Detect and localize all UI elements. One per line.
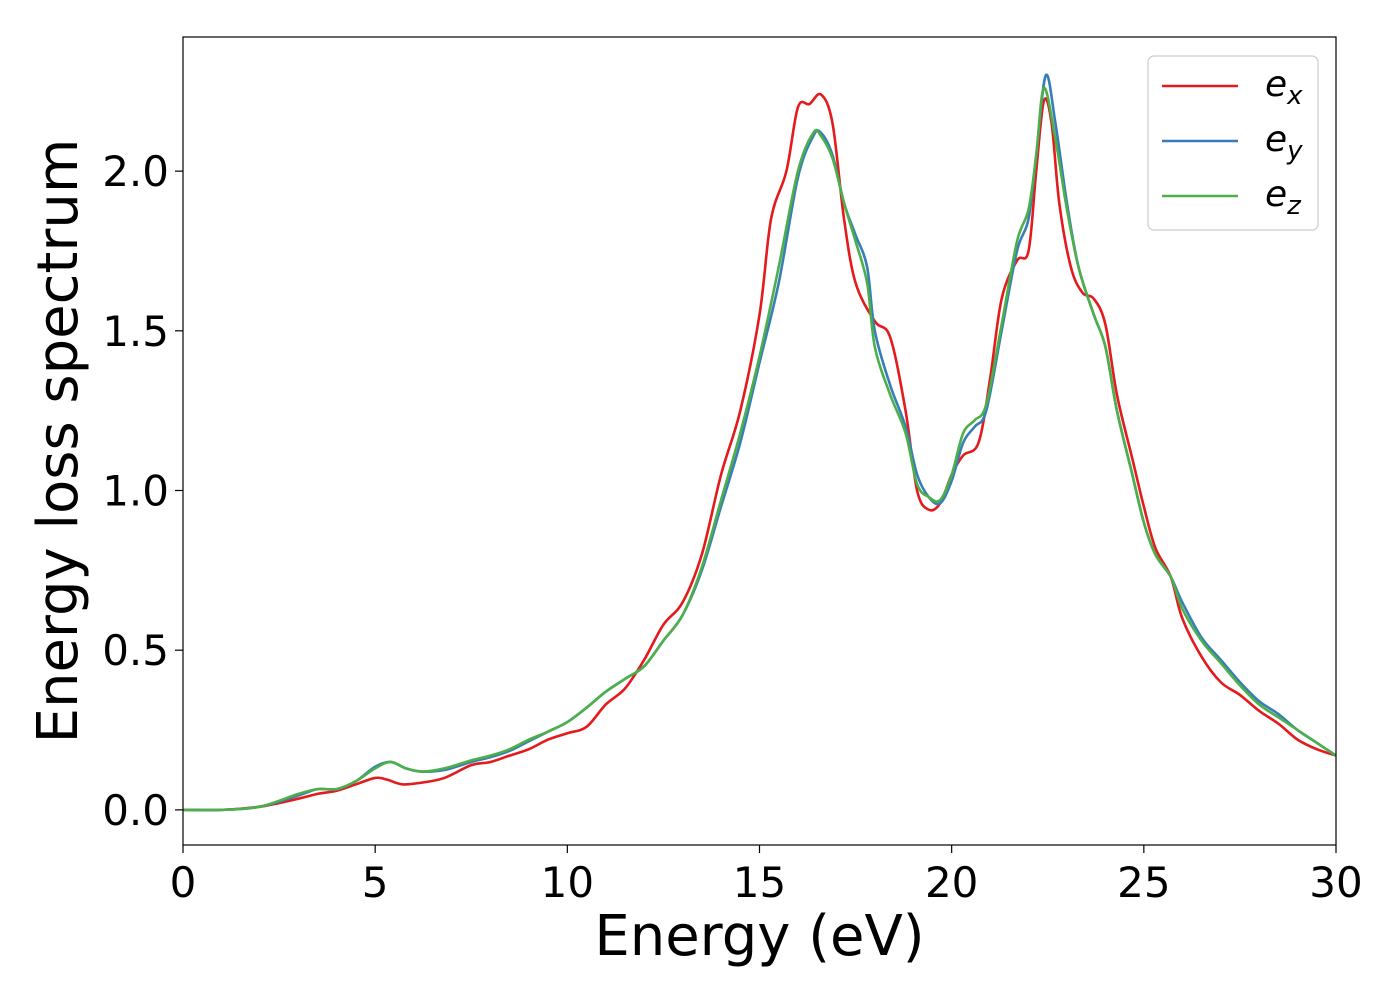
x-tick-label: 10 [541,858,594,907]
y-tick-label: 0.0 [102,786,169,835]
series-line-ex [183,92,1336,812]
legend-box [1147,55,1319,231]
y-tick-label: 0.5 [102,626,169,675]
x-tick-label: 30 [1309,858,1362,907]
series-line-ez [183,86,1336,812]
legend-subscript: x [1286,81,1303,111]
y-axis-title: Energy loss spectrum [26,139,91,744]
x-tick-label: 15 [733,858,786,907]
plot-area [183,37,1336,845]
y-tick-label: 1.5 [102,307,169,356]
y-tick-label: 1.0 [102,467,169,516]
y-tick-label: 2.0 [102,147,169,196]
legend-subscript: y [1286,136,1303,166]
x-tick-label: 25 [1117,858,1170,907]
x-tick-label: 20 [925,858,978,907]
series-layer [183,73,1336,812]
y-axis: 0.0 0.5 1.0 1.5 2.0 [102,147,183,835]
x-axis-title: Energy (eV) [594,904,924,969]
x-tick-label: 5 [362,858,389,907]
legend-subscript: z [1286,191,1302,221]
x-axis: 0 5 10 15 20 25 30 [170,845,1363,907]
x-tick-label: 0 [170,858,197,907]
